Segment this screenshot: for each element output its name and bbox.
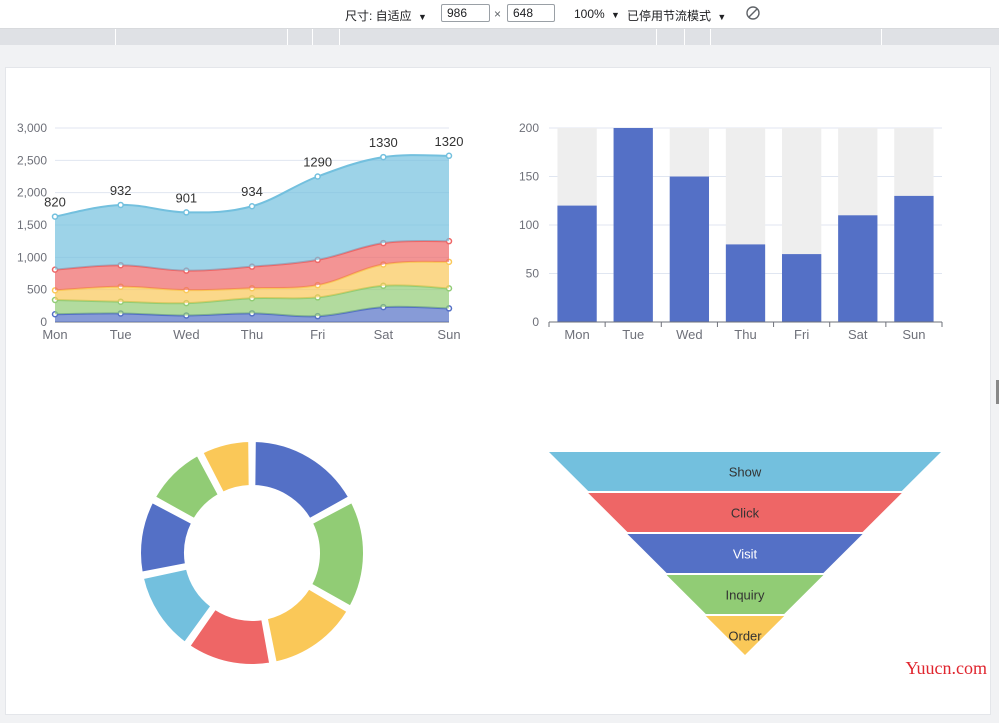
funnel-segment	[705, 616, 785, 655]
area-series-fill	[55, 155, 449, 271]
area-y-tick-label: 2,500	[17, 153, 47, 167]
size-label: 尺寸: 自适应	[345, 9, 412, 23]
times-sign: ×	[494, 7, 502, 21]
area-point	[380, 153, 387, 161]
funnel-segment	[666, 575, 824, 614]
area-series-fill	[55, 241, 449, 291]
area-data-label: 901	[175, 190, 197, 205]
area-point	[248, 202, 256, 210]
area-point	[314, 173, 321, 180]
area-point	[51, 213, 59, 220]
area-data-label: 1290	[303, 155, 332, 170]
bar-y-tick-label: 50	[526, 267, 540, 281]
area-point	[183, 209, 190, 216]
bar-x-tick-label: Sat	[848, 327, 868, 342]
bar-x-tick-label: Mon	[564, 327, 589, 342]
bar-y-tick-label: 150	[519, 170, 539, 184]
bar-y-tick-label: 200	[519, 121, 539, 135]
width-input[interactable]	[441, 4, 490, 22]
bar	[838, 215, 878, 322]
funnel-label: Click	[731, 506, 760, 521]
area-y-tick-label: 500	[27, 283, 47, 297]
area-x-tick-label: Thu	[241, 327, 263, 342]
zoom-dropdown[interactable]: 100% ▼	[574, 7, 620, 21]
donut-slice	[310, 501, 365, 608]
bar-x-tick-label: Tue	[622, 327, 644, 342]
funnel-segment	[627, 534, 863, 573]
area-x-tick-label: Fri	[310, 327, 325, 342]
watermark: Yuucn.com	[905, 658, 987, 678]
area-y-tick-label: 1,500	[17, 218, 47, 232]
area-y-tick-label: 3,000	[17, 121, 47, 135]
bar	[669, 176, 710, 322]
funnel-label: Show	[729, 465, 762, 480]
area-y-tick-label: 1,000	[17, 250, 47, 264]
bar-y-tick-label: 100	[519, 218, 539, 232]
bar-x-tick-label: Sun	[902, 327, 925, 342]
donut-slice	[265, 587, 349, 664]
donut-slice	[253, 440, 351, 521]
area-data-label: 820	[44, 195, 66, 210]
area-y-tick-label: 0	[40, 315, 47, 329]
bar	[781, 254, 822, 322]
donut-slice	[153, 454, 220, 521]
donut-slice	[188, 607, 272, 666]
bar-y-tick-label: 0	[532, 315, 539, 329]
bar-x-tick-label: Fri	[794, 327, 809, 342]
area-x-tick-label: Mon	[42, 327, 67, 342]
funnel-label: Inquiry	[725, 588, 765, 603]
bar-x-tick-label: Wed	[676, 327, 703, 342]
funnel-label: Visit	[733, 547, 758, 562]
bar	[725, 244, 766, 322]
donut-slice	[139, 501, 194, 574]
area-x-tick-label: Sat	[374, 327, 394, 342]
donut-slice	[201, 440, 251, 494]
area-point	[445, 152, 453, 160]
funnel-label: Order	[728, 629, 762, 644]
bar	[894, 195, 934, 322]
chevron-down-icon: ▼	[717, 12, 727, 22]
chevron-down-icon: ▼	[418, 12, 427, 22]
area-data-label: 1320	[435, 134, 464, 149]
area-data-label: 1330	[369, 135, 398, 150]
area-x-tick-label: Sun	[437, 327, 460, 342]
area-data-label: 932	[110, 183, 132, 198]
funnel-segment	[549, 452, 941, 491]
funnel-segment	[588, 493, 902, 532]
chevron-down-icon: ▼	[611, 10, 620, 20]
media-query-ruler	[0, 29, 999, 45]
rotate-icon[interactable]	[745, 5, 761, 24]
donut-slice	[141, 567, 213, 644]
area-x-tick-label: Wed	[173, 327, 200, 342]
area-x-tick-label: Tue	[110, 327, 132, 342]
size-dropdown[interactable]: 尺寸: 自适应 ▼	[345, 7, 427, 24]
area-y-tick-label: 2,000	[17, 186, 47, 200]
area-data-label: 934	[241, 184, 263, 199]
area-point	[117, 201, 124, 209]
device-toolbar: 尺寸: 自适应 ▼ × 100% ▼ 已停用节流模式 ▼	[0, 0, 999, 29]
bar	[557, 205, 597, 322]
bar-x-tick-label: Thu	[734, 327, 756, 342]
resize-handle[interactable]	[996, 380, 999, 404]
bar	[613, 128, 653, 322]
throttle-label: 已停用节流模式	[627, 9, 712, 23]
zoom-label: 100%	[574, 7, 605, 21]
throttle-dropdown[interactable]: 已停用节流模式 ▼	[627, 7, 726, 24]
area-series-fill	[55, 261, 449, 304]
height-input[interactable]	[507, 4, 555, 22]
viewport-canvas: 0 500 1,000 1,500 2,000 2,500 3,000 Mon Tue Wed Th…	[5, 67, 991, 715]
